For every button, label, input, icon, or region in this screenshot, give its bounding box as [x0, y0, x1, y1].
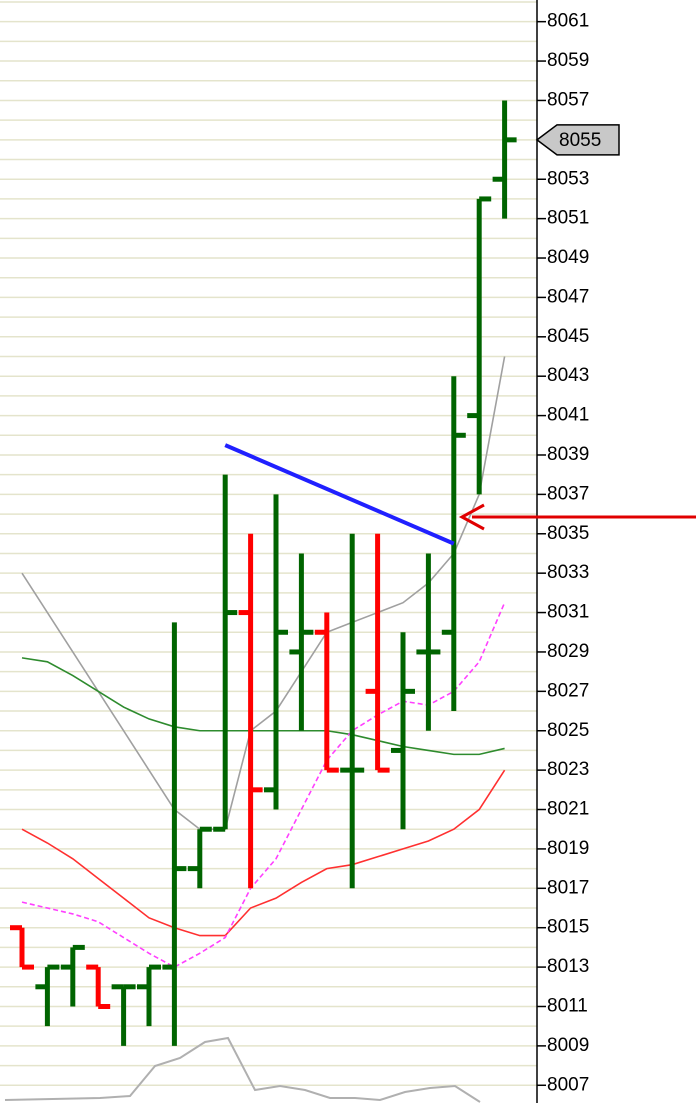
y-tick-label: 8021 [547, 799, 589, 820]
y-tick-label: 8011 [547, 996, 588, 1017]
y-tick-label: 8033 [547, 562, 589, 583]
y-tick-label: 8047 [547, 286, 589, 307]
y-tick-label: 8009 [547, 1035, 589, 1056]
ohlc-bar [391, 632, 415, 830]
ohlc-bar [238, 533, 263, 889]
arrow-head [458, 503, 485, 531]
overlay-line [21, 356, 506, 831]
ohlc-bar [60, 944, 85, 1007]
ohlc-bar [340, 533, 365, 889]
arrow [458, 503, 696, 531]
y-tick-label: 8059 [547, 50, 589, 71]
y-tick-label: 8057 [547, 89, 589, 110]
ohlc-bar [441, 376, 466, 712]
y-tick-label: 8039 [547, 444, 589, 465]
y-tick-label: 8031 [547, 602, 589, 623]
ohlc-bar [187, 826, 212, 889]
y-tick-label: 8015 [547, 917, 589, 938]
overlay-line [21, 602, 506, 969]
y-tick-label: 8049 [547, 247, 589, 268]
overlay-line [21, 657, 505, 756]
ohlc-bar [314, 612, 339, 773]
ohlc-bar [35, 964, 60, 1027]
ohlc-bar [416, 553, 441, 731]
ohlc-bar [365, 533, 390, 773]
y-tick-label: 8043 [547, 365, 589, 386]
y-tick-label: 8007 [547, 1074, 589, 1095]
ohlc-bar [10, 925, 34, 970]
ohlc-bar [213, 474, 238, 832]
ohlc-bar [111, 984, 136, 1046]
y-tick-label: 8017 [547, 877, 589, 898]
ohlc-bar [492, 100, 517, 219]
y-tick-label: 8061 [547, 11, 589, 32]
y-tick-label: 8023 [547, 759, 589, 780]
ohlc-bar [289, 553, 314, 731]
plot [10, 100, 517, 1046]
y-tick-label: 8025 [547, 720, 589, 741]
ohlc-bar [467, 196, 492, 495]
y-tick-label: 8029 [547, 641, 589, 662]
indicator-line [4, 1036, 481, 1103]
overlay-line [21, 769, 506, 937]
y-tick-label: 8053 [547, 168, 589, 189]
y-tick-label: 8027 [547, 680, 589, 701]
y-axis: 8007 8009 8011 8013 8015 8017 8019 8021 8023 8025… [535, 11, 620, 1095]
ohlc-bar [137, 964, 161, 1027]
y-tick-label: 8035 [547, 523, 589, 544]
y-tick-label: 8051 [547, 208, 589, 229]
price-tag-label: 8055 [559, 130, 601, 151]
y-tick-label: 8013 [547, 956, 589, 977]
ohlc-bar [162, 622, 187, 1046]
y-tick-label: 8041 [547, 405, 589, 426]
ohlc-bar [264, 494, 288, 810]
y-tick-label: 8019 [547, 838, 589, 859]
y-tick-label: 8037 [547, 483, 589, 504]
grid [0, 1, 537, 1087]
trendline [224, 443, 455, 546]
y-tick-label: 8045 [547, 326, 589, 347]
ohlc-bar [86, 964, 111, 1009]
price-tag [535, 124, 620, 156]
